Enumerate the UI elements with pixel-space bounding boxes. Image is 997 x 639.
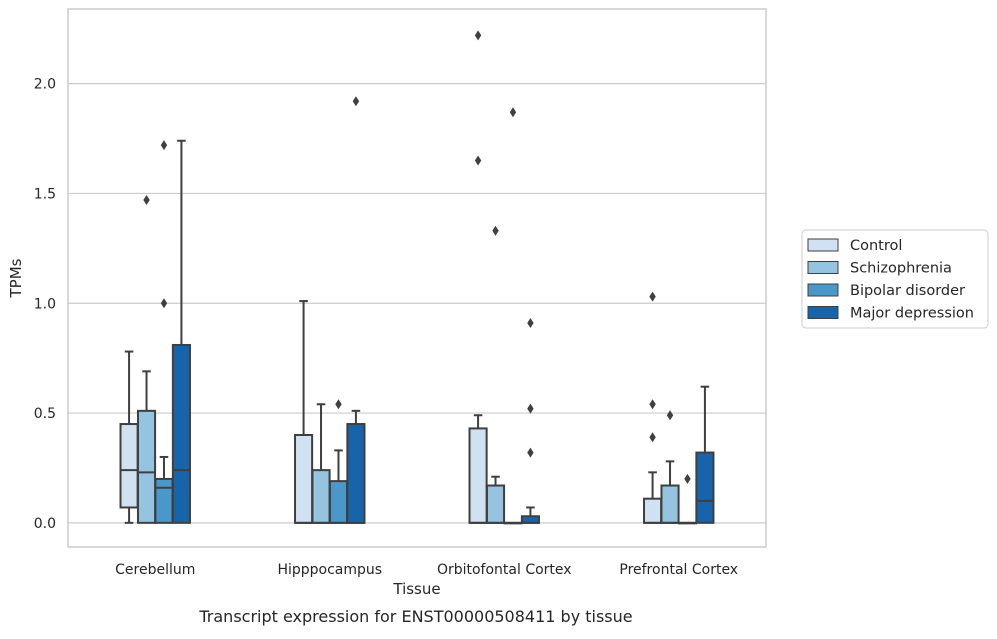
outlier-point xyxy=(474,155,482,166)
x-tick-label: Prefrontal Cortex xyxy=(619,562,738,578)
outlier-point xyxy=(527,318,534,329)
outlier-point xyxy=(649,399,656,410)
legend-swatch xyxy=(807,306,839,319)
legend-frame xyxy=(801,229,989,329)
y-tick-label: 0.5 xyxy=(34,406,56,422)
outlier-point xyxy=(527,403,534,414)
legend-swatch xyxy=(807,238,839,252)
box-group xyxy=(660,410,680,524)
y-axis-label: TPMs xyxy=(7,258,25,298)
box-group xyxy=(346,96,366,524)
box-group xyxy=(643,291,663,524)
outlier-point xyxy=(509,107,517,118)
legend-label: Major depression xyxy=(850,306,974,322)
box-group xyxy=(154,140,174,524)
box-group xyxy=(485,225,506,524)
box-iqr xyxy=(311,469,331,524)
outlier-point xyxy=(527,447,534,458)
y-tick-labels: 0.0 0.5 1.0 1.5 2.0 xyxy=(34,77,56,532)
box-iqr xyxy=(136,409,157,524)
legend-label: Control xyxy=(850,238,902,254)
box-iqr xyxy=(119,423,139,509)
box-group xyxy=(503,107,523,525)
box-iqr xyxy=(346,423,366,524)
outlier-point xyxy=(649,291,656,302)
chart-caption: Transcript expression for ENST0000050841… xyxy=(198,607,632,626)
box-iqr xyxy=(485,484,506,524)
outlier-point xyxy=(492,225,499,236)
box-iqr xyxy=(328,480,349,524)
box-iqr xyxy=(171,343,191,524)
box-group xyxy=(328,399,349,524)
outlier-point xyxy=(352,96,360,107)
x-tick-labels: Cerebellum Hipppocampus Orbitofontal Corte… xyxy=(115,562,738,578)
box-group xyxy=(520,318,540,524)
plot-frame xyxy=(67,8,767,548)
boxes xyxy=(119,30,715,525)
box-iqr xyxy=(468,427,488,524)
box-group xyxy=(136,195,157,524)
outlier-point xyxy=(474,30,482,41)
box-iqr xyxy=(695,451,715,524)
box-group xyxy=(119,350,139,524)
y-tick-label: 1.0 xyxy=(34,296,56,312)
box-group xyxy=(294,300,314,524)
outlier-point xyxy=(160,140,168,151)
box-iqr xyxy=(154,477,174,524)
outlier-point xyxy=(160,298,168,309)
box-group xyxy=(468,30,488,524)
legend-swatch xyxy=(807,283,839,297)
box-iqr xyxy=(643,497,663,524)
box-group xyxy=(171,139,191,524)
box-group xyxy=(695,385,715,524)
outlier-point xyxy=(666,410,674,421)
x-tick-label: Cerebellum xyxy=(115,562,195,578)
legend-label: Schizophrenia xyxy=(850,261,952,277)
y-tick-label: 0.0 xyxy=(34,516,56,532)
box-iqr xyxy=(660,484,680,524)
legend: Control Schizophrenia Bipolar disorder Majo… xyxy=(801,229,989,329)
x-tick-label: Hipppocampus xyxy=(277,562,382,578)
legend-swatch xyxy=(807,261,839,274)
x-axis-label: Tissue xyxy=(392,580,440,598)
outlier-point xyxy=(143,195,150,206)
outlier-point xyxy=(649,432,656,443)
x-tick-label: Orbitofontal Cortex xyxy=(437,562,572,578)
outlier-point xyxy=(335,399,342,410)
box-iqr xyxy=(294,434,314,524)
outlier-point xyxy=(684,473,691,484)
legend-label: Bipolar disorder xyxy=(850,283,965,299)
y-tick-label: 1.5 xyxy=(34,186,56,202)
y-tick-label: 2.0 xyxy=(34,77,56,93)
box-group xyxy=(311,403,331,524)
box-group xyxy=(677,473,698,525)
